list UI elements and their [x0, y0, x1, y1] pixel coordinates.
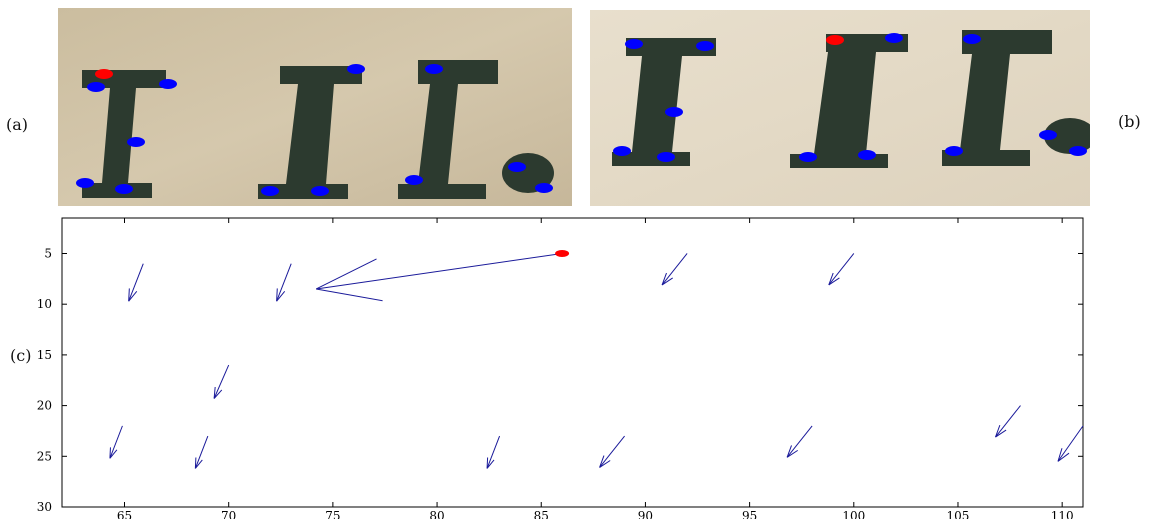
marker-blue — [657, 152, 675, 162]
glyph-i-2 — [790, 34, 908, 168]
x-tick-label: 105 — [947, 509, 970, 519]
panel-b-image — [590, 10, 1090, 206]
quiver-arrow — [995, 405, 1021, 438]
marker-blue — [127, 137, 145, 147]
marker-blue — [945, 146, 963, 156]
quiver-arrows — [109, 252, 1084, 469]
feature-markers-b — [613, 33, 1087, 162]
marker-blue — [696, 41, 714, 51]
x-tick-label: 100 — [842, 509, 865, 519]
quiver-arrow — [828, 253, 855, 286]
marker-blue — [963, 34, 981, 44]
marker-blue — [405, 175, 423, 185]
panel-a-photo — [58, 8, 572, 206]
panel-b-photo — [590, 10, 1090, 206]
quiver-arrow — [128, 263, 144, 302]
marker-blue — [858, 150, 876, 160]
glyph-i-2 — [258, 66, 362, 199]
y-tick-label: 15 — [37, 348, 52, 362]
quiver-arrow — [315, 252, 563, 302]
marker-blue — [87, 82, 105, 92]
y-tick-label: 20 — [37, 399, 52, 413]
feature-markers-a — [76, 64, 553, 196]
x-tick-label: 80 — [429, 509, 444, 519]
x-tick-label: 70 — [221, 509, 236, 519]
x-tick-label: 110 — [1051, 509, 1074, 519]
y-tick-label: 10 — [37, 297, 52, 311]
x-tick-label: 65 — [117, 509, 132, 519]
quiver-arrow — [661, 253, 688, 286]
quiver-arrow — [599, 435, 625, 468]
marker-blue — [665, 107, 683, 117]
quiver-arrow — [276, 263, 292, 302]
panel-label-b: (b) — [1118, 112, 1141, 131]
marker-blue — [625, 39, 643, 49]
glyph-i-1 — [82, 70, 166, 198]
marker-blue — [1039, 130, 1057, 140]
y-tick-label: 5 — [44, 246, 52, 260]
x-axis: 65 70 75 80 85 90 95 100 105 110 — [117, 218, 1074, 523]
glyph-i-3 — [398, 60, 498, 199]
marker-blue — [159, 79, 177, 89]
marker-blue — [311, 186, 329, 196]
highlight-point — [555, 249, 570, 257]
marker-blue — [799, 152, 817, 162]
glyph-ink — [612, 30, 1090, 168]
glyph-i-1 — [612, 38, 716, 166]
plot-frame — [61, 217, 1084, 508]
marker-blue — [76, 178, 94, 188]
x-tick-label: 90 — [638, 509, 653, 519]
x-tick-label: 85 — [534, 509, 549, 519]
quiver-points — [555, 249, 570, 257]
panel-label-c: (c) — [10, 346, 32, 365]
panel-c-plot: 65 70 75 80 85 90 95 100 105 110 5 10 15 20 25 30 — [0, 210, 1159, 523]
panel-label-a: (a) — [6, 115, 29, 134]
marker-blue — [535, 183, 553, 193]
quiver-arrow — [109, 425, 123, 459]
x-tick-label: 75 — [325, 509, 340, 519]
marker-blue — [425, 64, 443, 74]
y-axis: 5 10 15 20 25 30 — [37, 246, 1083, 514]
quiver-arrow — [1057, 425, 1084, 462]
glyph-period — [1044, 118, 1090, 154]
y-tick-label: 30 — [37, 500, 52, 514]
marker-blue — [885, 33, 903, 43]
quiver-chart: 65 70 75 80 85 90 95 100 105 110 5 10 15 20 25 30 — [37, 217, 1084, 523]
panel-a-image — [58, 8, 572, 206]
marker-blue — [613, 146, 631, 156]
marker-blue — [1069, 146, 1087, 156]
y-tick-label: 25 — [37, 449, 52, 463]
marker-blue — [347, 64, 365, 74]
marker-blue — [508, 162, 526, 172]
quiver-arrow — [486, 435, 501, 469]
marker-blue — [115, 184, 133, 194]
quiver-arrow — [194, 435, 209, 469]
quiver-arrow — [786, 425, 813, 458]
marker-blue — [261, 186, 279, 196]
quiver-arrow — [213, 364, 230, 399]
marker-red — [826, 35, 844, 45]
glyph-i-3 — [942, 30, 1052, 166]
marker-red — [95, 69, 113, 79]
x-tick-label: 95 — [742, 509, 757, 519]
